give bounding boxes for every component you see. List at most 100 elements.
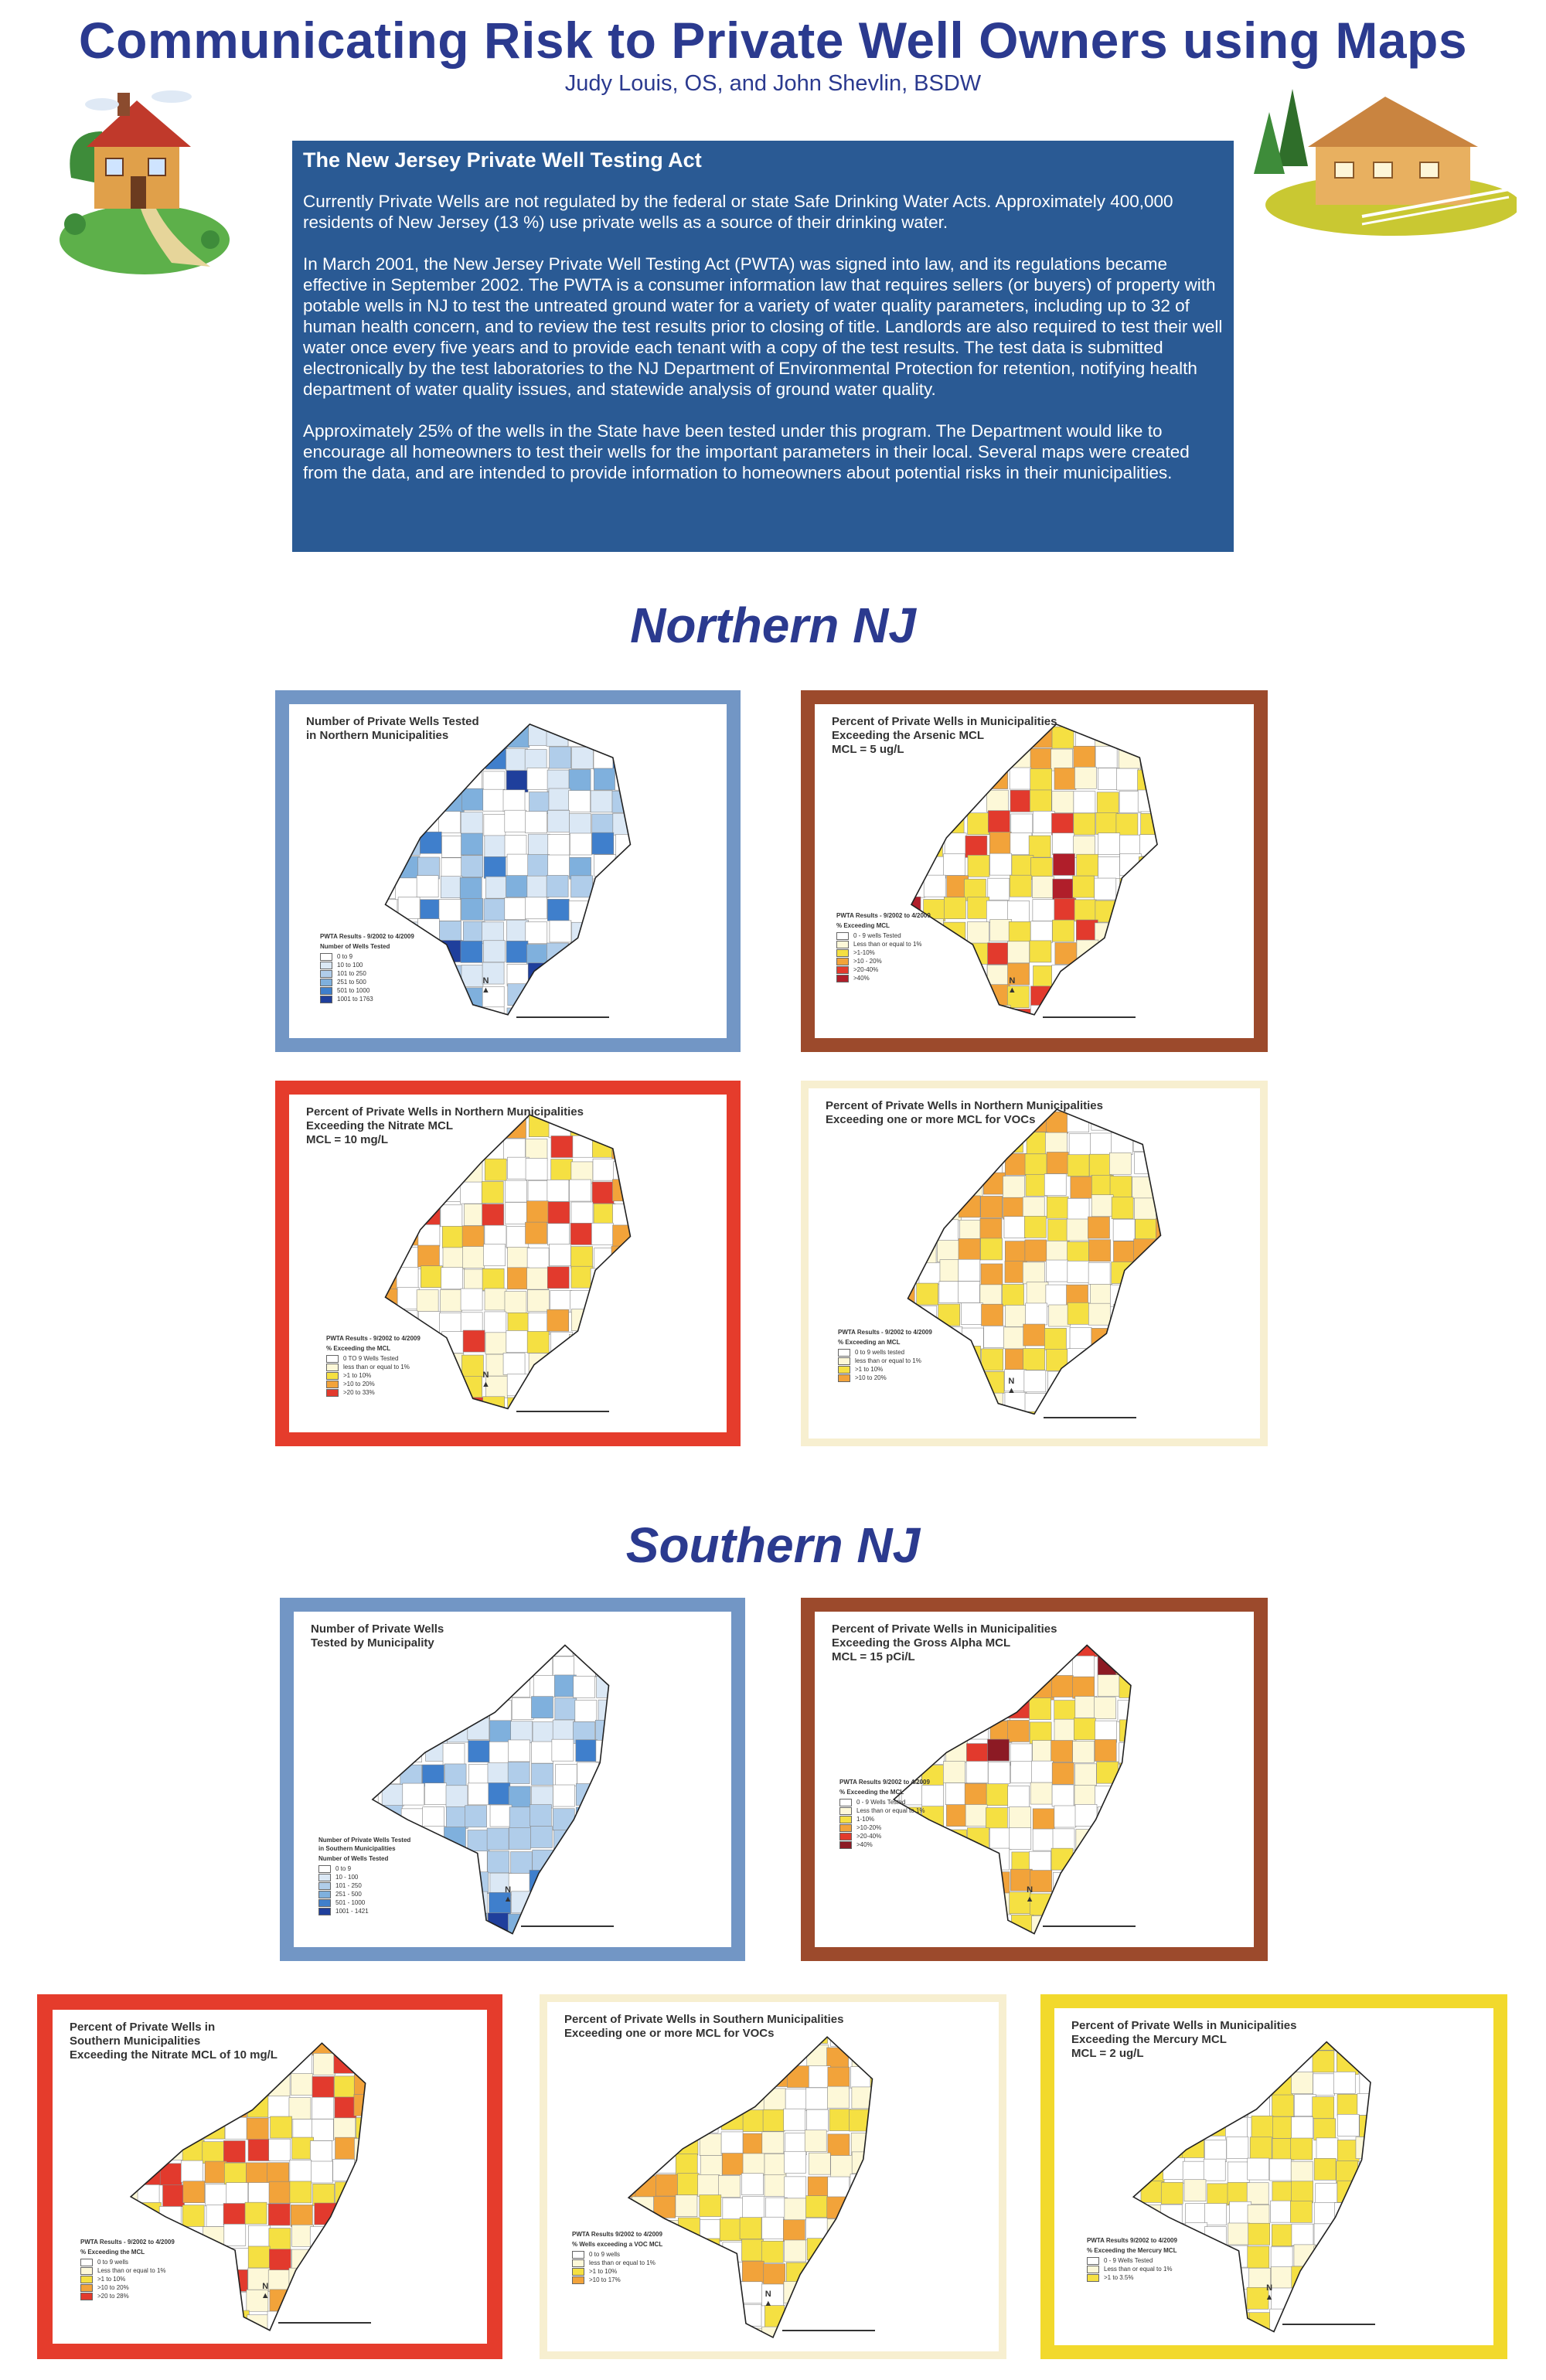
municipality-cell (1045, 1132, 1068, 1155)
municipality-cell (720, 2304, 744, 2327)
municipality-cell (675, 2154, 698, 2176)
municipality-cell (546, 875, 569, 897)
municipality-cell (247, 2314, 270, 2331)
municipality-cell (1175, 1282, 1197, 1303)
municipality-cell (1160, 940, 1182, 962)
municipality-cell (849, 2198, 872, 2221)
municipality-cell (1442, 2201, 1464, 2222)
municipality-cell (1011, 855, 1034, 877)
municipality-cell (461, 965, 484, 987)
municipality-cell (1464, 2158, 1486, 2180)
municipality-cell (1160, 1742, 1181, 1764)
municipality-cell (986, 1783, 1009, 1806)
municipality-cell (570, 2326, 591, 2348)
municipality-cell (203, 2290, 226, 2314)
municipality-cell (396, 768, 419, 792)
municipality-cell (1467, 2182, 1489, 2204)
municipality-cell (530, 1804, 552, 1827)
municipality-cell (1115, 813, 1139, 836)
municipality-cell (1161, 897, 1183, 918)
municipality-cell (1379, 2074, 1401, 2096)
municipality-cell (248, 2182, 271, 2205)
municipality-cell (419, 831, 442, 854)
municipality-cell (446, 1872, 468, 1895)
municipality-cell (936, 2196, 958, 2218)
municipality-cell (1028, 835, 1051, 858)
municipality-cell (615, 834, 631, 856)
municipality-cell (1203, 1782, 1224, 1804)
municipality-cell (939, 1198, 962, 1221)
municipality-cell (525, 1008, 548, 1015)
municipality-cell (1045, 1284, 1068, 1307)
municipality-cell (660, 1614, 682, 1636)
municipality-cell (593, 965, 616, 988)
municipality-cell (1422, 2008, 1444, 2028)
municipality-cell (1200, 1111, 1222, 1132)
municipality-cell (937, 2285, 959, 2307)
municipality-cell (621, 1656, 642, 1677)
legend-label: Less than or equal to 1% (853, 941, 922, 948)
municipality-cell (311, 1268, 332, 1290)
municipality-cell (484, 1224, 507, 1248)
municipality-cell (592, 1418, 614, 1432)
legend-item: 0 to 9 wells (572, 2250, 662, 2259)
municipality-cell (160, 2120, 183, 2143)
municipality-cell (656, 1399, 677, 1421)
municipality-cell (590, 2045, 611, 2067)
municipality-cell (395, 1310, 418, 1333)
municipality-cell (1204, 897, 1226, 919)
municipality-cell (723, 1203, 727, 1224)
municipality-cell (462, 1330, 485, 1353)
municipality-cell (334, 1397, 356, 1418)
municipality-cell (334, 1006, 356, 1027)
municipality-cell (1074, 2334, 1096, 2345)
municipality-cell (701, 1031, 723, 1038)
municipality-cell (459, 877, 482, 900)
municipality-cell (385, 833, 397, 856)
municipality-cell (465, 2095, 487, 2116)
municipality-cell (1074, 1696, 1098, 1718)
municipality-cell (1095, 900, 1118, 923)
municipality-cell (504, 809, 527, 832)
municipality-cell (856, 1895, 878, 1917)
municipality-cell (1313, 2202, 1337, 2225)
municipality-cell (965, 1030, 986, 1038)
municipality-cell (908, 1217, 920, 1241)
municipality-cell (1009, 1827, 1032, 1850)
municipality-cell (681, 964, 703, 986)
municipality-cell (312, 2249, 335, 2271)
municipality-cell (1207, 1027, 1228, 1038)
municipality-cell (787, 2347, 809, 2351)
municipality-cell (914, 2263, 935, 2285)
municipality-cell (1442, 2266, 1464, 2288)
municipality-cell (658, 706, 679, 727)
municipality-cell (399, 2270, 421, 2292)
municipality-cell (468, 1740, 490, 1762)
legend-item: >10 to 20% (838, 1374, 932, 1382)
municipality-cell (246, 2117, 269, 2140)
municipality-cell (662, 1762, 684, 1783)
municipality-cell (871, 1197, 893, 1218)
municipality-cell (421, 1265, 443, 1288)
municipality-cell (980, 1153, 1003, 1176)
municipality-cell (290, 921, 312, 943)
municipality-cell (1115, 1653, 1131, 1675)
municipality-cell (982, 2177, 999, 2198)
municipality-cell (815, 1851, 835, 1872)
municipality-cell (944, 1030, 965, 1038)
municipality-cell (938, 1281, 962, 1303)
municipality-cell (1487, 2291, 1493, 2313)
municipality-cell (721, 2324, 744, 2337)
municipality-cell (1204, 1939, 1225, 1947)
municipality-cell (421, 2031, 443, 2053)
municipality-cell (1132, 1347, 1155, 1370)
municipality-cell (183, 2249, 206, 2272)
municipality-cell (908, 1239, 915, 1262)
municipality-cell (575, 1739, 598, 1762)
legend-swatch (318, 1864, 331, 1873)
municipality-cell (483, 2206, 487, 2228)
municipality-cell (466, 1612, 488, 1632)
municipality-cell (850, 2303, 872, 2327)
municipality-cell (1072, 724, 1095, 727)
municipality-cell (1204, 812, 1226, 833)
